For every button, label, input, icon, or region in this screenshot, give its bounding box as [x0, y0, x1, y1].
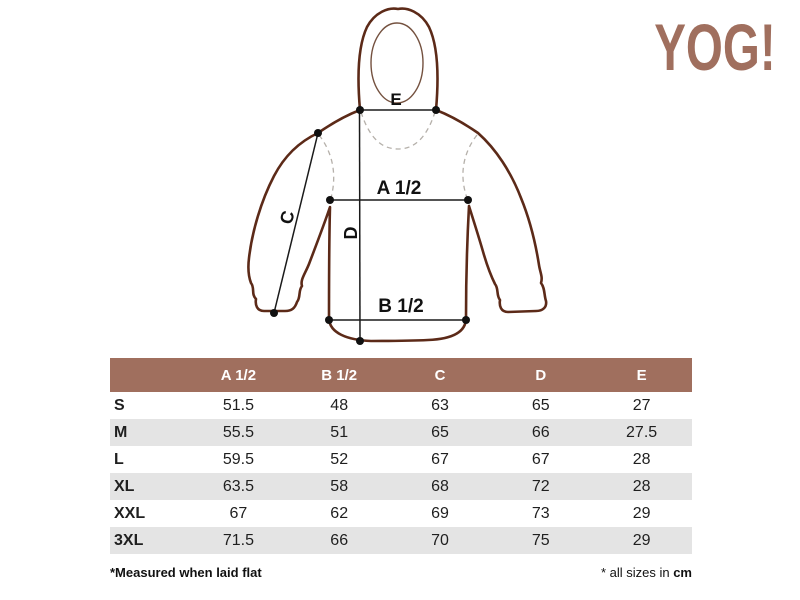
measure-endpoints	[270, 106, 472, 345]
cell-value: 59.5	[222, 450, 254, 468]
cell-value: 29	[632, 531, 651, 549]
cell-value: 27	[632, 396, 651, 414]
cell-value: 28	[632, 477, 651, 495]
cell-value: 69	[431, 504, 449, 522]
label-e: E	[390, 90, 401, 109]
cell-value: 73	[531, 504, 550, 522]
hood-opening	[370, 22, 424, 104]
cell-value: 52	[330, 450, 349, 468]
col-header-d: D	[490, 358, 592, 392]
cell-value: 63	[431, 396, 449, 414]
cell-value: 27.5	[626, 423, 658, 441]
cell-value: 75	[531, 531, 550, 549]
hoodie-outline	[247, 7, 548, 343]
size-label: M	[114, 423, 128, 441]
cell-value: 29	[632, 504, 651, 522]
cell-value: 70	[431, 531, 449, 549]
hoodie-measurement-diagram: E A 1/2 B 1/2 D C	[247, 7, 548, 345]
label-a-half: A 1/2	[377, 178, 422, 199]
cell-value: 67	[431, 450, 449, 468]
table-row: XL 63.5 58 68 72 28	[110, 473, 692, 500]
brand-logo: YOG!	[654, 10, 776, 84]
size-table: A 1/2 B 1/2 C D E S 51.5 48 63 65 27 M 5…	[110, 358, 692, 554]
cell-value: 72	[531, 477, 550, 495]
cell-value: 51	[330, 423, 349, 441]
cell-value: 51.5	[222, 396, 254, 414]
measure-line-d	[358, 109, 361, 342]
label-b-half: B 1/2	[378, 296, 423, 317]
cell-value: 65	[531, 396, 550, 414]
label-d: D	[341, 227, 361, 240]
label-c: C	[276, 209, 299, 227]
cell-value: 65	[431, 423, 449, 441]
cell-value: 68	[431, 477, 449, 495]
table-row: M 55.5 51 65 66 27.5	[110, 419, 692, 446]
footnote-units-unit: cm	[673, 565, 692, 580]
col-header-size	[110, 358, 188, 392]
col-header-a: A 1/2	[188, 358, 289, 392]
col-header-b: B 1/2	[288, 358, 390, 392]
cell-value: 66	[531, 423, 550, 441]
footnote-units: * all sizes in cm	[601, 565, 692, 580]
cell-value: 58	[330, 477, 349, 495]
cell-value: 71.5	[222, 531, 254, 549]
size-label: 3XL	[114, 531, 144, 549]
size-label: XXL	[114, 504, 146, 522]
footnote-units-text: * all sizes in	[600, 565, 674, 580]
neckline-seam	[360, 111, 436, 150]
col-header-e: E	[591, 358, 692, 392]
cell-value: 62	[330, 504, 349, 522]
footnote-measured-flat: *Measured when laid flat	[110, 565, 262, 580]
size-label: S	[114, 396, 125, 414]
size-label: XL	[114, 477, 135, 495]
size-label: L	[114, 450, 124, 468]
table-header-row: A 1/2 B 1/2 C D E	[110, 358, 692, 392]
table-row: XXL 67 62 69 73 29	[110, 500, 692, 527]
table-row: L 59.5 52 67 67 28	[110, 446, 692, 473]
table-row: S 51.5 48 63 65 27	[110, 392, 692, 419]
col-header-c: C	[389, 358, 491, 392]
table-row: 3XL 71.5 66 70 75 29	[110, 527, 692, 554]
cell-value: 67	[229, 504, 248, 522]
cell-value: 55.5	[222, 423, 254, 441]
cell-value: 66	[330, 531, 349, 549]
cell-value: 63.5	[222, 477, 254, 495]
measure-line-c	[273, 132, 319, 314]
cell-value: 67	[531, 450, 550, 468]
cell-value: 28	[632, 450, 651, 468]
cell-value: 48	[330, 396, 349, 414]
